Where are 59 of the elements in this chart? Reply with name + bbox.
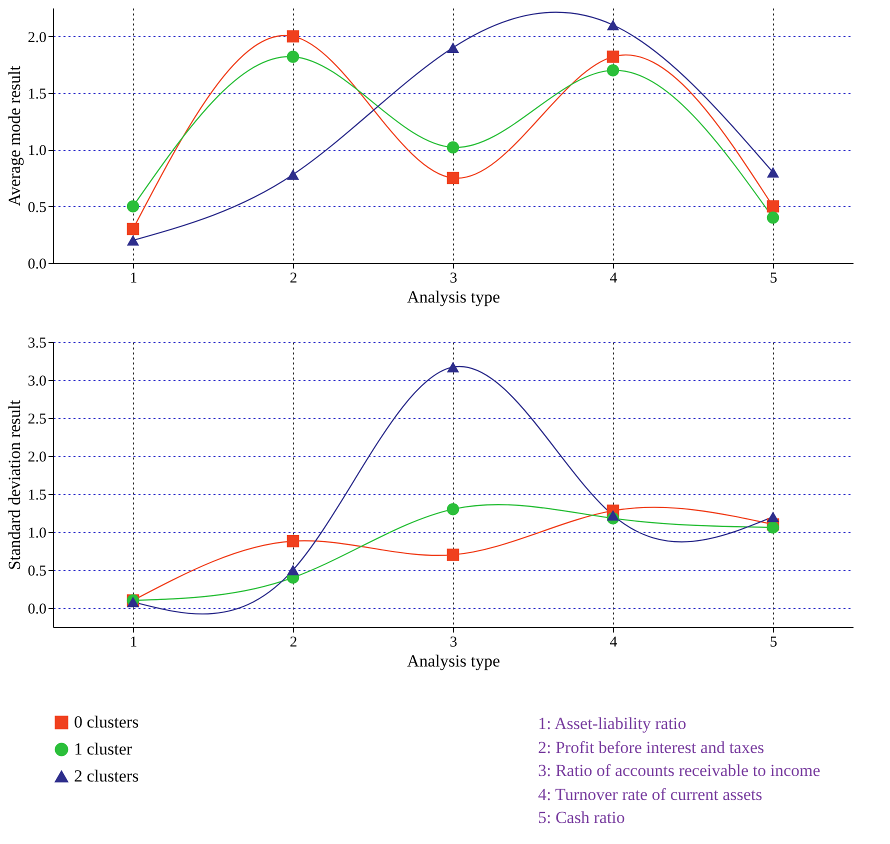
point <box>286 169 300 180</box>
point <box>286 534 300 548</box>
y-tick-label: 1.0 <box>28 526 46 542</box>
point <box>446 172 460 184</box>
y-tick-label: 0.0 <box>28 602 46 618</box>
point <box>446 42 460 53</box>
point <box>286 50 300 63</box>
x-tick-label: 1 <box>130 270 138 286</box>
text: 3: Ratio of accounts receivable to income <box>538 760 820 782</box>
point <box>766 212 780 224</box>
x-tick-label: 4 <box>610 270 618 286</box>
x-tick-label: 5 <box>770 634 778 650</box>
x-tick-label: 3 <box>450 634 458 650</box>
text: 5: Cash ratio <box>538 807 626 829</box>
legend-label: 0 clusters <box>74 712 139 732</box>
point <box>126 222 140 236</box>
y-tick-label: 3.5 <box>28 336 46 352</box>
point <box>126 235 140 246</box>
y-axis-title: Standard deviation result <box>4 400 24 570</box>
y-tick-label: 0.0 <box>28 256 46 272</box>
point <box>766 521 780 534</box>
y-axis-title: Average mode result <box>4 66 24 206</box>
y-tick-label: 3.0 <box>28 374 46 390</box>
point <box>766 167 780 178</box>
point <box>446 503 460 516</box>
y-tick-label: 0.5 <box>28 200 46 216</box>
point <box>606 64 620 76</box>
point <box>446 548 460 561</box>
point <box>606 510 620 521</box>
y-tick-label: 1.0 <box>28 143 46 160</box>
x-tick-label: 5 <box>770 270 778 286</box>
x-axis-title: Analysis type <box>406 652 500 670</box>
y-tick-label: 1.5 <box>28 488 46 504</box>
point <box>766 200 780 212</box>
y-tick-label: 1.5 <box>28 86 46 102</box>
point <box>606 50 620 63</box>
x-tick-label: 3 <box>450 270 458 286</box>
legend-label: 2 clusters <box>74 766 139 786</box>
y-tick-label: 2.0 <box>28 30 46 46</box>
point <box>606 20 620 30</box>
text: 4: Turnover rate of current assets <box>538 784 764 806</box>
legend-label: 1 cluster <box>74 740 132 758</box>
point <box>446 141 460 154</box>
y-tick-label: 2.5 <box>28 412 46 428</box>
x-tick-label: 2 <box>290 634 298 650</box>
point <box>126 596 140 608</box>
x-tick-label: 2 <box>290 270 298 286</box>
x-axis-title: Analysis type <box>406 288 500 306</box>
x-tick-label: 1 <box>130 634 138 650</box>
point <box>286 30 300 42</box>
text: 1: Asset-liability ratio <box>538 713 688 735</box>
y-tick-label: 2.0 <box>28 450 46 466</box>
y-tick-label: 0.5 <box>28 564 46 580</box>
point <box>126 200 140 212</box>
point <box>766 511 780 522</box>
text: 2: Profit before interest and taxes <box>538 736 766 758</box>
point <box>286 564 300 576</box>
point <box>446 362 460 372</box>
x-tick-label: 4 <box>610 634 618 650</box>
